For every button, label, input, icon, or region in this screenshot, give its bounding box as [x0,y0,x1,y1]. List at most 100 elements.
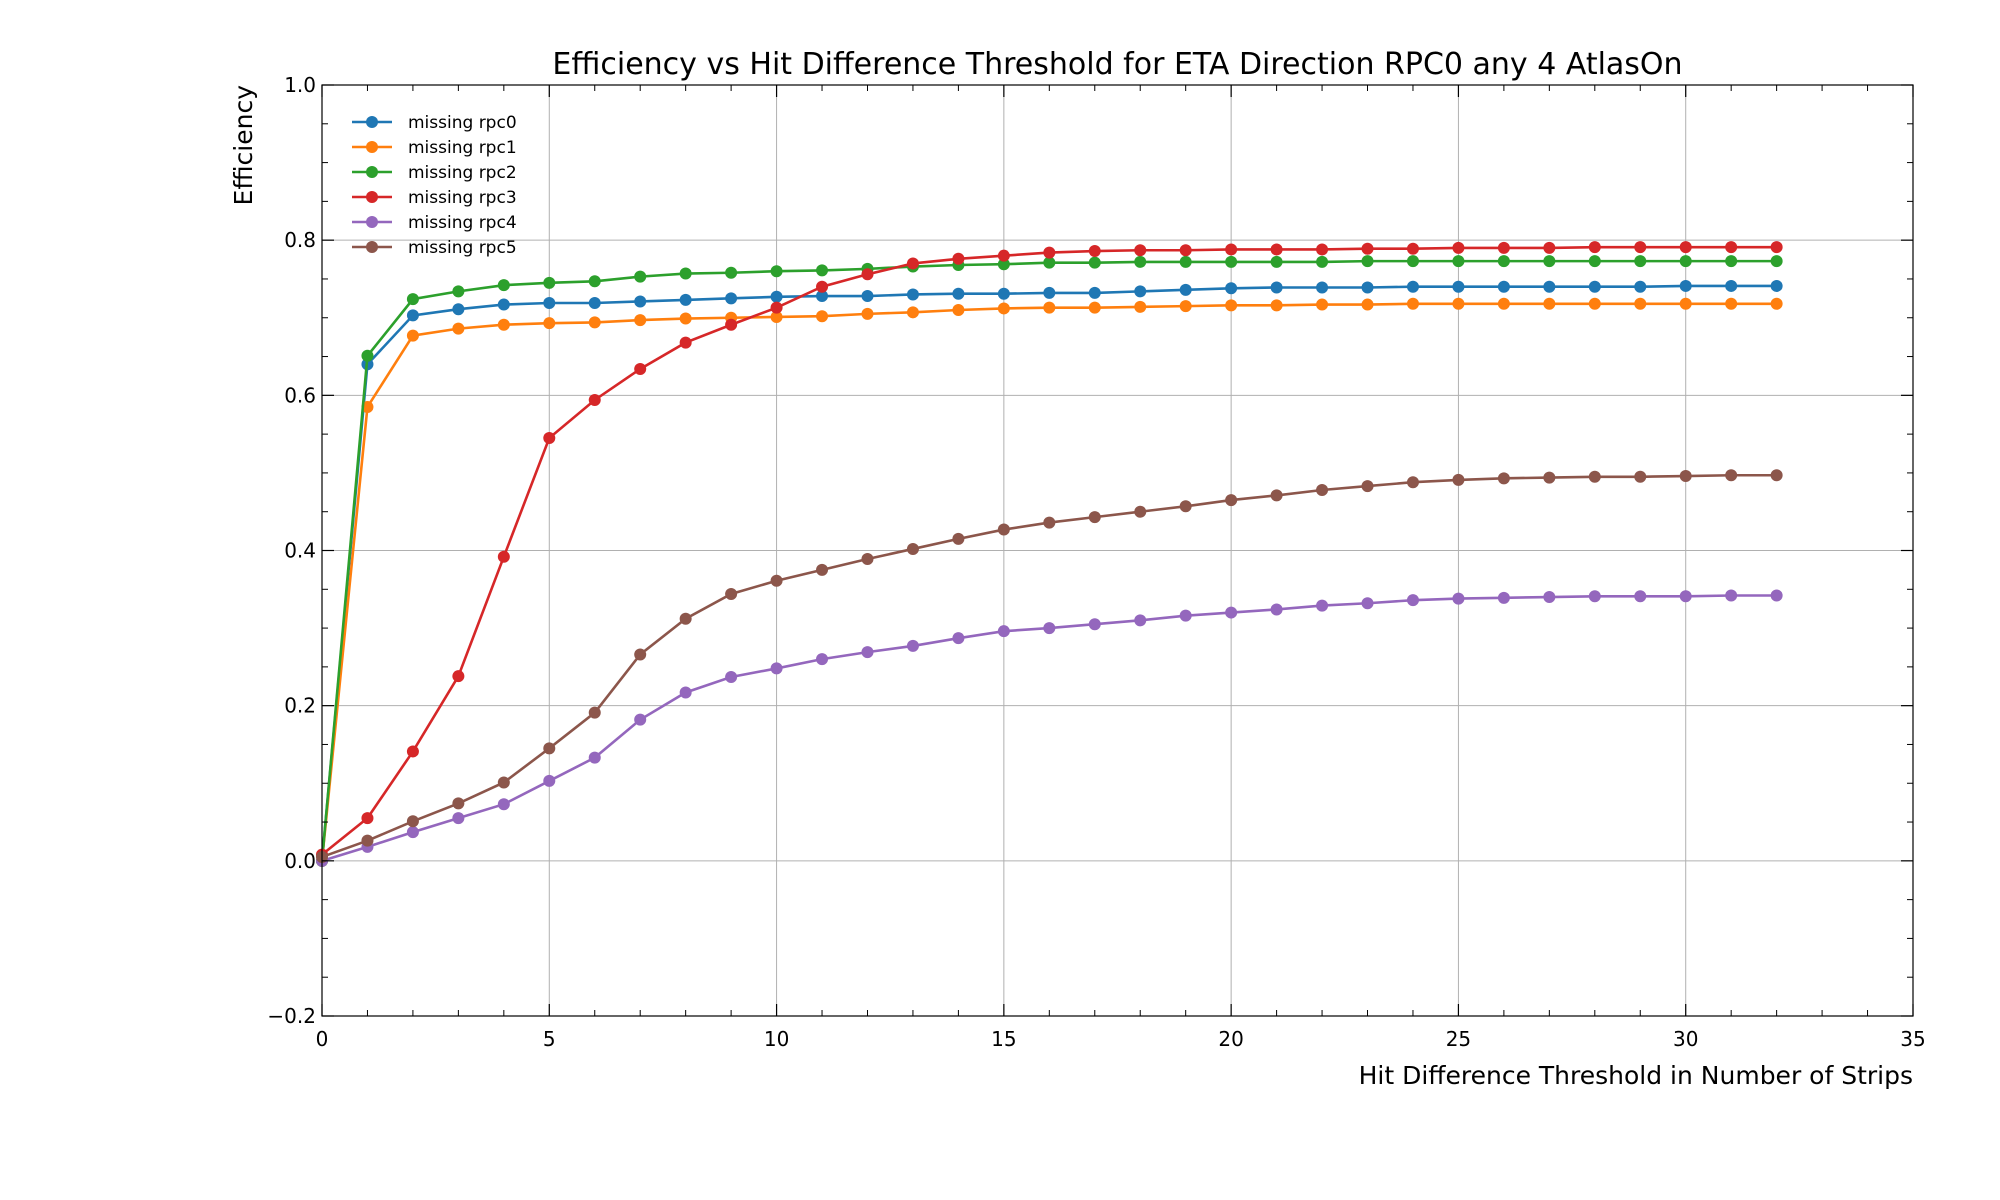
legend-label: missing rpc4 [408,213,517,233]
data-point [1179,300,1192,313]
data-point [906,306,919,319]
data-point [1497,591,1510,604]
data-point [452,303,465,316]
series-missing-rpc0 [316,279,1783,867]
data-point [588,393,601,406]
data-point [725,266,738,279]
data-point [543,432,556,445]
data-point [997,302,1010,315]
data-point [1361,281,1374,294]
data-point [452,285,465,298]
data-point [770,574,783,587]
data-point [1088,256,1101,269]
data-point [1043,516,1056,529]
data-point [1225,606,1238,619]
data-point [1543,255,1556,268]
data-point [1270,603,1283,616]
data-point [497,776,510,789]
data-point [1043,286,1056,299]
data-point [1588,470,1601,483]
data-point [634,314,647,327]
data-point [1361,597,1374,610]
data-point [1543,297,1556,310]
data-point [1452,255,1465,268]
data-point [406,815,419,828]
data-point [1043,246,1056,259]
data-point [1134,244,1147,257]
data-point [1225,494,1238,507]
legend-item: missing rpc0 [352,113,517,133]
data-point [1770,297,1783,310]
legend-marker [366,191,378,203]
data-point [952,252,965,265]
data-point [634,648,647,661]
data-point [1770,589,1783,602]
data-point [861,307,874,320]
data-point [997,258,1010,271]
data-point [1134,255,1147,268]
data-point [725,670,738,683]
data-point [1316,255,1329,268]
data-point [1225,243,1238,256]
data-point [406,745,419,758]
data-point [1316,599,1329,612]
legend-label: missing rpc0 [408,113,517,133]
tick-labels: 0 5 10 15 20 25 30 35 −0.2 0.0 0.2 0.4 0.6 0.8 1.0 [267,73,1925,1051]
data-point [452,670,465,683]
data-point [1588,590,1601,603]
data-point [1452,241,1465,254]
data-point [906,257,919,270]
data-point [1679,255,1692,268]
data-point [1452,592,1465,605]
data-point [861,646,874,659]
data-point [1770,469,1783,482]
data-point [1088,301,1101,314]
legend-marker [366,116,378,128]
data-point [1770,241,1783,254]
y-tick-label: −0.2 [267,1004,316,1028]
series-missing-rpc1 [316,297,1783,867]
data-point [906,542,919,555]
data-point [543,742,556,755]
data-point [997,625,1010,638]
data-point [1452,280,1465,293]
data-point [1270,255,1283,268]
data-point [1225,255,1238,268]
data-point [452,797,465,810]
data-point [770,662,783,675]
x-tick-label: 30 [1673,1027,1698,1051]
data-point [1634,255,1647,268]
data-point [1634,241,1647,254]
data-point [997,523,1010,536]
data-point [1088,245,1101,258]
data-point [1725,469,1738,482]
data-point [361,349,374,362]
data-point [497,798,510,811]
data-point [1134,614,1147,627]
data-point [816,280,829,293]
legend: missing rpc0 missing rpc1 missing rpc2 miss… [352,113,517,258]
data-point [952,532,965,545]
data-point [1134,505,1147,518]
x-tick-label: 0 [316,1027,329,1051]
data-point [1497,255,1510,268]
legend-label: missing rpc2 [408,163,517,183]
data-point [1406,476,1419,489]
y-tick-label: 1.0 [284,73,316,97]
legend-label: missing rpc3 [408,188,517,208]
data-point [1406,297,1419,310]
data-point [452,322,465,335]
data-point [497,550,510,563]
legend-item: missing rpc4 [352,213,517,233]
data-point [1225,299,1238,312]
data-point [770,265,783,278]
data-point [588,751,601,764]
legend-label: missing rpc1 [408,138,517,158]
data-point [1270,489,1283,502]
data-point [1134,300,1147,313]
x-tick-label: 15 [991,1027,1016,1051]
legend-label: missing rpc5 [408,238,517,258]
legend-marker [366,216,378,228]
